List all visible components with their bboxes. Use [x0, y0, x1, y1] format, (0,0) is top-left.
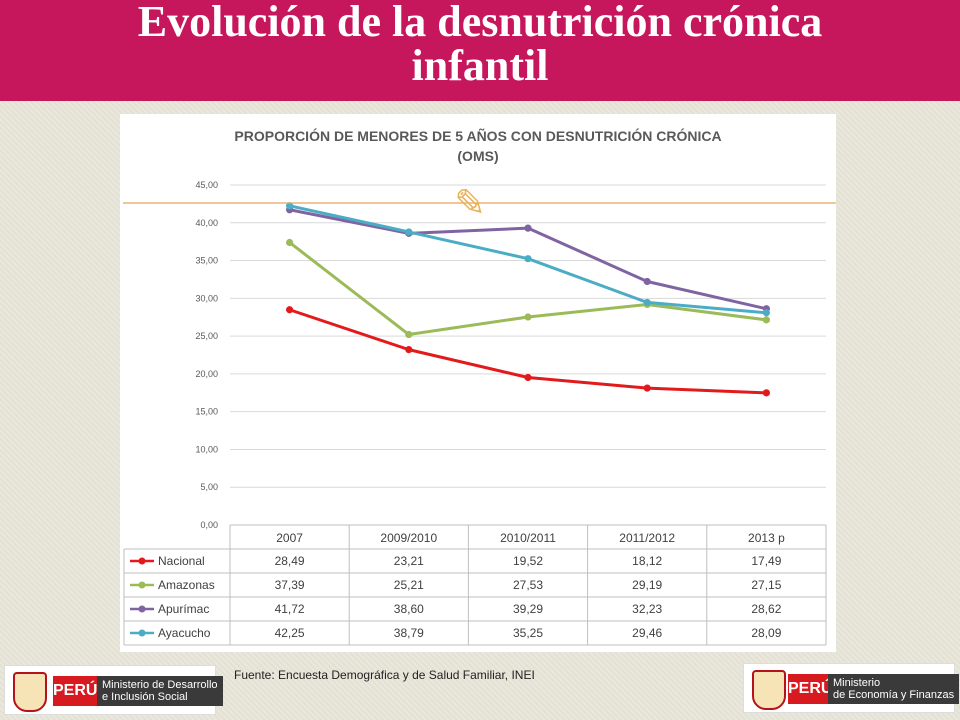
- legend-marker: [138, 629, 146, 637]
- data-table-cell: 28,09: [751, 626, 781, 640]
- data-table-cell: 27,15: [751, 578, 781, 592]
- data-point: [643, 384, 651, 392]
- chart-title: PROPORCIÓN DE MENORES DE 5 AÑOS CON DESN…: [120, 126, 836, 166]
- data-table-cell: 23,21: [394, 554, 424, 568]
- mef-logo: PERÚ Ministerio de Economía y Finanzas: [743, 663, 960, 713]
- data-table-cell: 27,53: [513, 578, 543, 592]
- data-table-cell: 29,19: [632, 578, 662, 592]
- slide-title-line2: infantil: [411, 41, 549, 90]
- legend-marker: [138, 605, 146, 613]
- data-point: [762, 316, 771, 324]
- data-table-cell: 28,49: [275, 554, 305, 568]
- data-point: [524, 373, 532, 382]
- slide-title: Evolución de la desnutrición crónica inf…: [0, 0, 960, 88]
- data-table-cell: 41,72: [275, 602, 305, 616]
- legend-marker: [138, 581, 146, 589]
- y-tick-label: 0,00: [200, 520, 218, 530]
- peru-badge: PERÚ: [788, 674, 832, 704]
- data-point: [524, 255, 532, 263]
- category-label: 2007: [276, 531, 303, 545]
- data-table-cell: 17,49: [751, 554, 781, 568]
- legend-label: Apurímac: [158, 602, 209, 616]
- legend-marker: [138, 557, 146, 565]
- chart-title-line1: PROPORCIÓN DE MENORES DE 5 AÑOS CON DESN…: [234, 128, 722, 144]
- y-tick-label: 35,00: [195, 256, 218, 266]
- peru-badge: PERÚ: [53, 676, 97, 706]
- y-tick-label: 15,00: [195, 407, 218, 417]
- data-table-cell: 38,79: [394, 626, 424, 640]
- data-point: [524, 224, 532, 232]
- ministry-name: Ministerio de Economía y Finanzas: [828, 674, 960, 704]
- coat-of-arms-icon: [13, 672, 47, 712]
- y-tick-label: 5,00: [200, 482, 218, 492]
- y-tick-label: 10,00: [195, 444, 218, 454]
- y-tick-label: 30,00: [195, 293, 218, 303]
- data-table-cell: 29,46: [632, 626, 662, 640]
- data-table-cell: 38,60: [394, 602, 424, 616]
- legend-label: Ayacucho: [158, 626, 211, 640]
- data-point: [643, 277, 651, 286]
- data-point: [762, 309, 771, 317]
- data-point: [405, 346, 413, 354]
- category-label: 2009/2010: [380, 531, 437, 545]
- data-point: [286, 202, 294, 210]
- data-table-cell: 25,21: [394, 578, 424, 592]
- y-tick-label: 45,00: [195, 180, 218, 190]
- data-table-cell: 18,12: [632, 554, 662, 568]
- legend-label: Amazonas: [158, 578, 215, 592]
- slide-title-line1: Evolución de la desnutrición crónica: [137, 0, 823, 46]
- data-table-cell: 42,25: [275, 626, 305, 640]
- category-label: 2013 p: [748, 531, 785, 545]
- chart-area: PROPORCIÓN DE MENORES DE 5 AÑOS CON DESN…: [120, 114, 836, 652]
- source-note: Fuente: Encuesta Demográfica y de Salud …: [234, 668, 535, 682]
- data-point: [643, 298, 651, 307]
- data-table-cell: 37,39: [275, 578, 305, 592]
- data-point: [286, 306, 294, 314]
- data-table-cell: 19,52: [513, 554, 543, 568]
- chart-title-line2: (OMS): [457, 148, 499, 164]
- data-table-cell: 35,25: [513, 626, 543, 640]
- ornament-icon: ✎: [454, 181, 486, 225]
- category-label: 2011/2012: [619, 531, 675, 545]
- y-tick-label: 40,00: [195, 218, 218, 228]
- category-label: 2010/2011: [500, 531, 556, 545]
- data-table-cell: 32,23: [632, 602, 662, 616]
- title-banner: Evolución de la desnutrición crónica inf…: [0, 0, 960, 101]
- data-point: [524, 313, 532, 321]
- data-point: [762, 389, 771, 397]
- coat-of-arms-icon: [752, 670, 786, 710]
- y-tick-label: 20,00: [195, 369, 218, 379]
- y-tick-label: 25,00: [195, 331, 218, 341]
- midis-logo: PERÚ Ministerio de Desarrollo e Inclusió…: [4, 665, 223, 715]
- ministry-name: Ministerio de Desarrollo e Inclusión Soc…: [97, 676, 223, 706]
- data-table-cell: 39,29: [513, 602, 543, 616]
- legend-label: Nacional: [158, 554, 205, 568]
- data-point: [405, 330, 413, 339]
- data-table-cell: 28,62: [751, 602, 781, 616]
- data-point: [405, 228, 413, 236]
- data-point: [286, 238, 294, 247]
